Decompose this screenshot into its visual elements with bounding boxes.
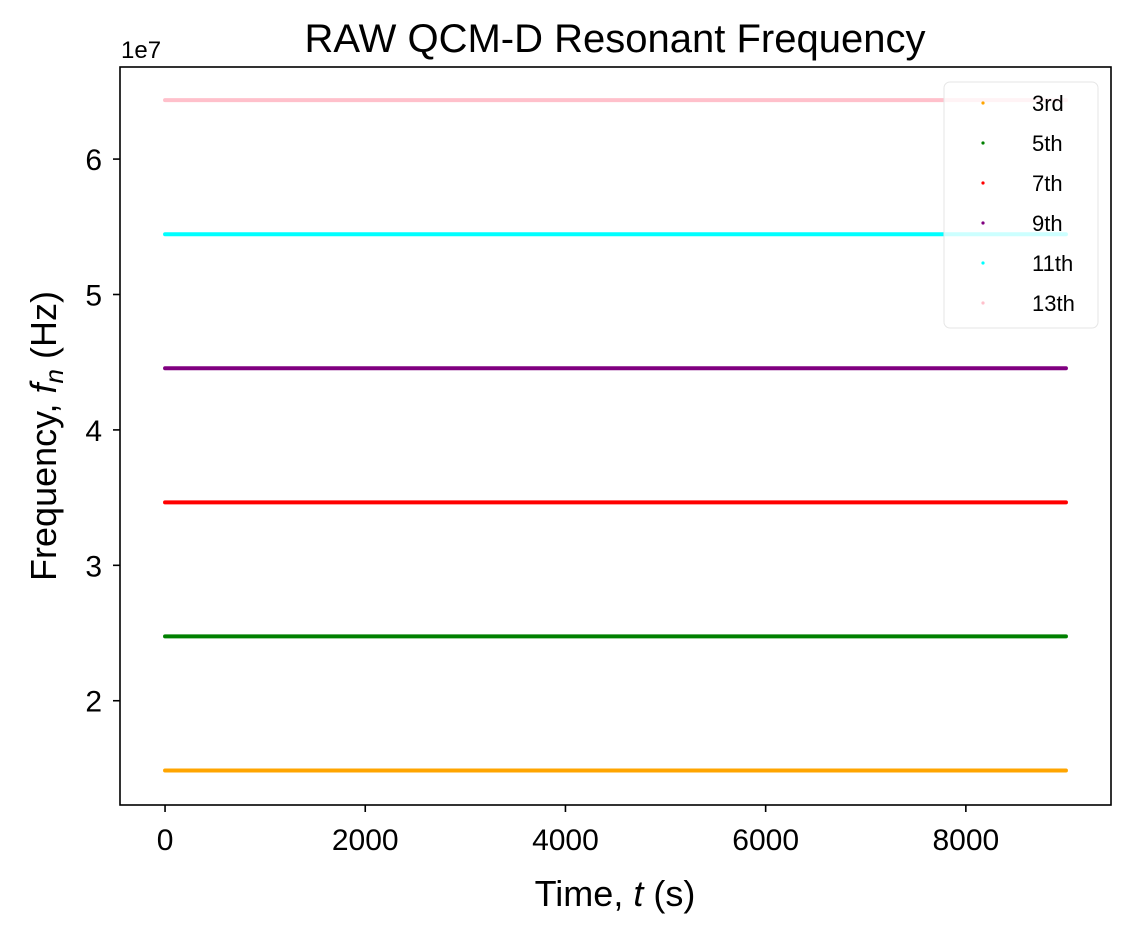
y-axis-offset-label: 1e7	[121, 37, 161, 64]
chart-title: RAW QCM-D Resonant Frequency	[305, 17, 926, 61]
legend-label-11th: 11th	[1032, 251, 1073, 276]
legend-label-7th: 7th	[1032, 171, 1063, 196]
x-axis-ticks: 0 2000 4000 6000 8000	[157, 805, 999, 857]
series-layer	[163, 98, 1068, 773]
legend-box	[943, 81, 1099, 329]
legend-label-9th: 9th	[1032, 211, 1063, 236]
y-axis-label-prefix: Frequency,	[23, 394, 64, 581]
legend-marker-9th	[981, 221, 985, 225]
x-axis-label-prefix: Time,	[535, 873, 634, 914]
legend: 3rd 5th 7th 9th 11th 13th	[943, 81, 1099, 329]
legend-marker-3rd	[981, 101, 985, 105]
x-axis-label-symbol: t	[633, 873, 645, 914]
y-axis-label-suffix: (Hz)	[23, 291, 64, 369]
x-tick-label: 8000	[932, 824, 999, 857]
y-tick-label: 3	[85, 550, 102, 583]
y-axis-ticks: 2 3 4 5 6	[85, 144, 120, 719]
x-tick-label: 4000	[532, 824, 599, 857]
legend-label-3rd: 3rd	[1032, 91, 1064, 116]
legend-marker-13th	[981, 301, 985, 305]
legend-marker-5th	[981, 141, 985, 145]
x-tick-label: 6000	[732, 824, 799, 857]
legend-marker-7th	[981, 181, 985, 185]
legend-marker-11th	[981, 261, 985, 265]
x-axis-label: Time, t (s)	[535, 873, 696, 914]
x-axis-label-suffix: (s)	[643, 873, 695, 914]
y-axis-label: Frequency, fn (Hz)	[23, 291, 69, 581]
plot-frame	[119, 66, 1112, 806]
y-tick-label: 6	[85, 144, 102, 177]
y-tick-label: 4	[85, 415, 102, 448]
x-tick-label: 2000	[332, 824, 399, 857]
x-tick-label: 0	[157, 824, 174, 857]
y-tick-label: 2	[85, 686, 102, 719]
legend-label-5th: 5th	[1032, 131, 1063, 156]
y-axis-label-subscript: n	[39, 369, 69, 383]
y-tick-label: 5	[85, 279, 102, 312]
legend-label-13th: 13th	[1032, 291, 1075, 316]
